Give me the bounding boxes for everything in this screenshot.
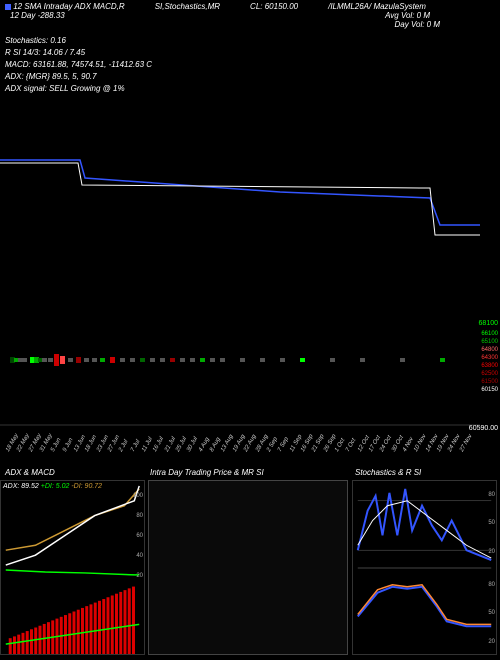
macd-value: MACD: 63161.88, 74574.51, -11412.63 C bbox=[5, 59, 152, 71]
stochastics-value: Stochastics: 0.16 bbox=[5, 35, 152, 47]
adx-value: ADX: {MGR} 89.5, 5, 90.7 bbox=[5, 71, 152, 83]
main-price-chart[interactable] bbox=[0, 120, 480, 260]
sma-color-dot bbox=[5, 4, 11, 10]
day-value: 12 Day -288.33 bbox=[10, 11, 65, 20]
volume-chart[interactable] bbox=[0, 330, 480, 430]
adx-signal: ADX signal: SELL Growing @ 1% bbox=[5, 83, 152, 95]
sma-label: 12 SMA Intraday ADX MACD,R bbox=[13, 2, 124, 11]
main-y-labels: 68100 bbox=[479, 320, 498, 327]
intraday-panel[interactable] bbox=[148, 480, 348, 655]
chart-header: 12 SMA Intraday ADX MACD,R SI,Stochastic… bbox=[0, 2, 500, 29]
panel-titles: ADX & MACD Intra Day Trading Price & MR … bbox=[0, 468, 500, 477]
intraday-panel-title: Intra Day Trading Price & MR SI bbox=[145, 468, 350, 477]
date-axis: 18 May22 May27 May31 May5 Jun9 Jun13 Jun… bbox=[0, 435, 480, 465]
symbol: /ILMML26A/ MazulaSystem bbox=[328, 2, 426, 11]
day-vol: Day Vol: 0 M bbox=[395, 20, 441, 29]
volume-bottom-label: 60590.00 bbox=[469, 425, 498, 432]
avg-vol: Avg Vol: 0 M bbox=[385, 11, 430, 20]
adx-panel-title: ADX & MACD bbox=[0, 468, 145, 477]
cl-value: CL: 60150.00 bbox=[250, 2, 298, 11]
stochastics-panel[interactable]: 805020 805020 bbox=[352, 480, 497, 655]
rsi-value: R SI 14/3: 14.06 / 7.45 bbox=[5, 47, 152, 59]
stoch-panel-title: Stochastics & R SI bbox=[350, 468, 495, 477]
adx-panel-header: ADX: 89.52 +DI: 5.02 -DI: 90.72 bbox=[3, 483, 102, 490]
si-label: SI,Stochastics,MR bbox=[155, 2, 220, 11]
adx-macd-panel[interactable]: ADX: 89.52 +DI: 5.02 -DI: 90.72 10080604… bbox=[0, 480, 145, 655]
indicator-stats: Stochastics: 0.16 R SI 14/3: 14.06 / 7.4… bbox=[5, 35, 152, 95]
volume-y-labels: 6610065100648006430063800625006150060150 bbox=[481, 330, 498, 394]
